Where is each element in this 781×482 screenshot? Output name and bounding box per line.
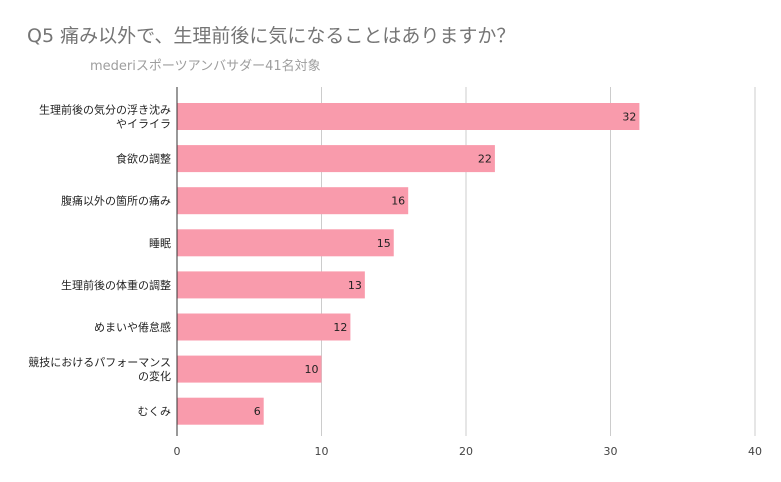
labels: 0 10 20 30 40 32 生理前後の気分の浮き沈みやイライラ 22 食欲の調整 16 腹痛以… xyxy=(28,103,762,459)
bar xyxy=(177,313,351,341)
category-label: むくみ xyxy=(138,405,171,418)
bar xyxy=(177,355,322,383)
category-label: 食欲の調整 xyxy=(116,152,171,166)
bar-value-label: 13 xyxy=(348,279,362,292)
x-tick-label: 40 xyxy=(748,445,762,458)
bar-value-label: 15 xyxy=(377,237,391,250)
bar xyxy=(177,103,640,130)
chart-title: Q5 痛み以外で、生理前後に気になることはありますか？ xyxy=(27,25,516,47)
x-tick-label: 0 xyxy=(174,445,181,458)
category-label: 腹痛以外の箇所の痛み xyxy=(61,194,171,208)
x-tick-label: 10 xyxy=(315,445,329,458)
bar xyxy=(177,397,264,425)
chart-subtitle: mederiスポーツアンバサダー41名対象 xyxy=(90,59,321,74)
x-tick-label: 30 xyxy=(604,445,618,458)
category-label: 生理前後の気分の浮き沈みやイライラ xyxy=(39,103,171,131)
bar xyxy=(177,145,495,173)
category-label: 睡眠 xyxy=(149,237,171,250)
x-tick-label: 20 xyxy=(459,445,473,458)
category-label: めまいや倦怠感 xyxy=(94,320,171,334)
bar-value-label: 32 xyxy=(622,111,636,124)
bars xyxy=(177,103,640,425)
bar-value-label: 12 xyxy=(333,321,347,334)
bar xyxy=(177,187,409,215)
bar-value-label: 6 xyxy=(254,405,261,418)
category-label: 生理前後の体重の調整 xyxy=(61,278,171,292)
bar-value-label: 10 xyxy=(305,363,319,376)
category-label: 競技におけるパフォーマンスの変化 xyxy=(28,355,171,383)
bar xyxy=(177,271,365,299)
bar-value-label: 16 xyxy=(391,195,405,208)
bar-value-label: 22 xyxy=(478,153,492,166)
gridlines xyxy=(321,87,756,436)
bar xyxy=(177,229,394,257)
